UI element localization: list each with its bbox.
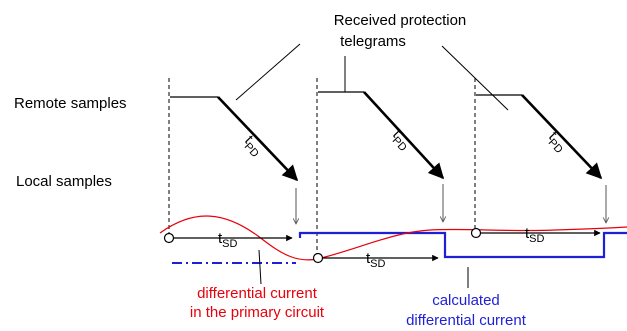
primary-annotation-line-2: in the primary circuit: [190, 304, 325, 321]
primary-annotation-line-1: differential current: [197, 285, 318, 302]
telegram-3-transfer-arrow: [521, 94, 603, 180]
calculated-annotation-line-1: calculated: [432, 292, 500, 309]
telegram-1-transfer-arrow: [217, 96, 299, 182]
calculated-annotation-line-2: differential current: [406, 312, 527, 329]
primary-current-trace: [159, 215, 627, 261]
sync-label-3: tSD: [525, 225, 545, 245]
sample-point-icon: [312, 252, 324, 264]
telegram-2-transfer-arrow: [363, 91, 445, 180]
telegram-2-tpd-label: tPD: [387, 126, 415, 154]
remote-samples-label: Remote samples: [14, 95, 127, 112]
header-line-2: telegrams: [340, 33, 406, 50]
sample-point-icon: [163, 232, 175, 244]
leader-line-1: [235, 43, 301, 101]
local-samples-label: Local samples: [16, 173, 112, 190]
sync-label-1: tSD: [218, 230, 238, 250]
calculated-current-trace: [298, 231, 627, 259]
sync-label-2: tSD: [366, 250, 386, 270]
sample-point-icon: [470, 227, 482, 239]
primary-annotation-leader: [258, 249, 262, 285]
header-line-1: Received protection: [334, 12, 467, 29]
telegram-1-tpd-label: tPD: [239, 132, 267, 160]
